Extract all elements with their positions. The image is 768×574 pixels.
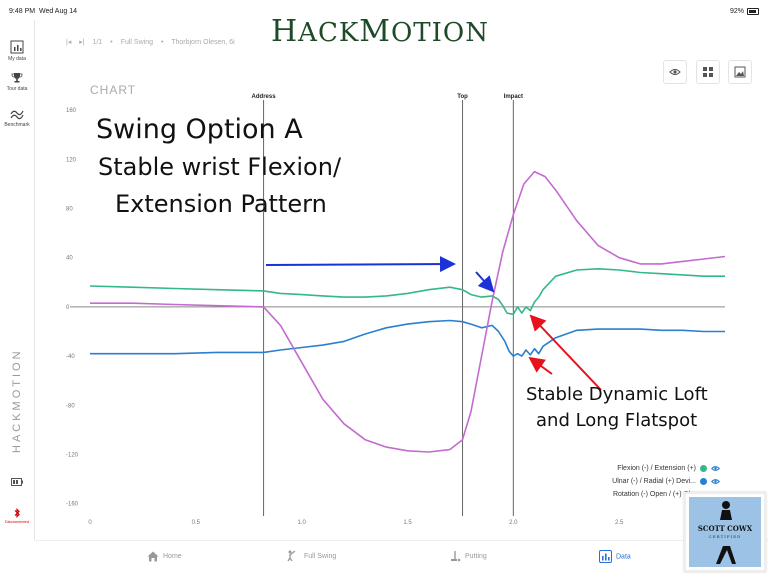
event-label: Impact (504, 94, 523, 100)
skip-forward-icon[interactable]: ▸| (79, 39, 85, 46)
y-tick-label: -120 (66, 453, 79, 459)
sidebar-item-my-data[interactable]: My data (0, 40, 34, 62)
breadcrumb-player: Thorbjorn Olesen, 6i (171, 39, 235, 46)
y-tick-label: 0 (66, 305, 70, 311)
legend-color-dot (700, 465, 707, 472)
battery-icon (747, 8, 759, 15)
y-tick-label: 120 (66, 157, 77, 163)
annotation-note-2: and Long Flatspot (536, 410, 698, 431)
skip-back-icon[interactable]: |◂ (66, 39, 72, 46)
series-line (90, 170, 726, 453)
sidebar: My data Tour data Benchmark HACKMOTION D… (0, 20, 35, 545)
y-tick-label: -40 (66, 354, 75, 360)
annotation-note-1: Stable Dynamic Loft (526, 384, 708, 405)
sidebar-item-benchmark[interactable]: Benchmark (0, 108, 34, 128)
grid-icon (702, 67, 713, 77)
tab-home[interactable]: Home (147, 550, 182, 564)
bluetooth-status[interactable]: Disconnected (0, 508, 34, 524)
chart-toolbar (659, 60, 752, 84)
blue-arrow-long (265, 256, 456, 273)
grid-view-button[interactable] (695, 60, 720, 84)
sidebar-item-tour-data[interactable]: Tour data (0, 72, 34, 92)
breadcrumb: |◂ ▸| 1/1 • Full Swing • Thorbjorn Olese… (66, 38, 241, 46)
battery-percent: 92% (729, 8, 744, 15)
x-tick-label: 1.5 (403, 520, 412, 526)
series-line (89, 268, 725, 316)
red-arrow-upper (529, 314, 602, 391)
swing-counter: 1/1 (92, 39, 103, 46)
y-tick-label: 160 (66, 108, 77, 114)
chart-legend: Flexion (-) / Extension (+) Ulnar (-) / … (564, 462, 724, 501)
annotation-heading-1: Swing Option A (96, 114, 303, 145)
golfer-icon (287, 550, 296, 562)
benchmark-icon (10, 110, 24, 120)
eye-icon[interactable] (711, 477, 720, 486)
legend-item-ulnar[interactable]: Ulnar (-) / Radial (+) Devi... (564, 475, 724, 488)
bottom-tab-bar: Home Full Swing Putting Data (34, 540, 768, 574)
certificate-name: SCOTT COWX (697, 524, 753, 533)
tab-full-swing[interactable]: Full Swing (286, 550, 336, 564)
legend-item-rotation[interactable]: Rotation (-) Open / (+) Cl... (612, 491, 696, 498)
golfer-silhouette-icon (716, 501, 736, 564)
sidebar-item-label: Tour data (6, 86, 28, 92)
chart-box-icon (10, 40, 24, 54)
putter-icon (451, 551, 461, 562)
status-time: 9:48 PM Wed Aug 14 (9, 8, 77, 15)
x-tick-label: 0 (88, 520, 92, 526)
sidebar-item-label: My data (8, 56, 26, 62)
x-tick-label: 0.5 (192, 520, 201, 526)
blue-arrow-short (475, 271, 495, 293)
data-icon (599, 550, 612, 563)
x-tick-label: 2.5 (615, 520, 624, 526)
event-label: Top (457, 94, 468, 100)
toggle-visibility-button[interactable] (663, 60, 688, 84)
series-line (90, 319, 725, 357)
red-arrow-lower (528, 356, 553, 375)
bluetooth-icon (14, 508, 20, 518)
status-bar: 9:48 PM Wed Aug 14 92% (0, 0, 768, 20)
device-battery-icon (11, 478, 23, 486)
x-tick-label: 2.0 (509, 520, 518, 526)
tab-putting[interactable]: Putting (449, 550, 487, 564)
event-label: Address (252, 94, 277, 100)
device-status[interactable] (0, 478, 34, 487)
home-icon (147, 551, 159, 562)
sidebar-item-label: Benchmark (4, 122, 30, 128)
certification-badge: SCOTT COWX CERTIFIED (684, 492, 766, 572)
breadcrumb-separator: • (160, 39, 164, 46)
y-tick-label: 40 (66, 256, 73, 262)
y-tick-label: 80 (66, 207, 73, 213)
legend-color-dot (700, 478, 707, 485)
annotation-heading-3: Extension Pattern (115, 190, 327, 218)
image-icon (734, 66, 746, 78)
tab-data[interactable]: Data (599, 550, 631, 564)
eye-icon[interactable] (711, 464, 720, 473)
eye-icon (669, 69, 681, 75)
certificate-sub: CERTIFIED (708, 534, 742, 539)
x-tick-label: 1.0 (297, 520, 306, 526)
disconnected-label: Disconnected (4, 519, 30, 524)
annotation-heading-2: Stable wrist Flexion/ (98, 153, 342, 181)
y-tick-label: -80 (66, 403, 75, 409)
image-export-button[interactable] (728, 60, 752, 84)
trophy-icon (11, 73, 23, 83)
breadcrumb-separator: • (110, 39, 113, 46)
hackmotion-logo: HACKMOTION (271, 14, 489, 49)
y-tick-label: -160 (66, 502, 79, 508)
chart-title: CHART (90, 83, 137, 97)
legend-item-flexion[interactable]: Flexion (-) / Extension (+) (564, 462, 724, 475)
breadcrumb-swing: Full Swing (120, 39, 153, 46)
